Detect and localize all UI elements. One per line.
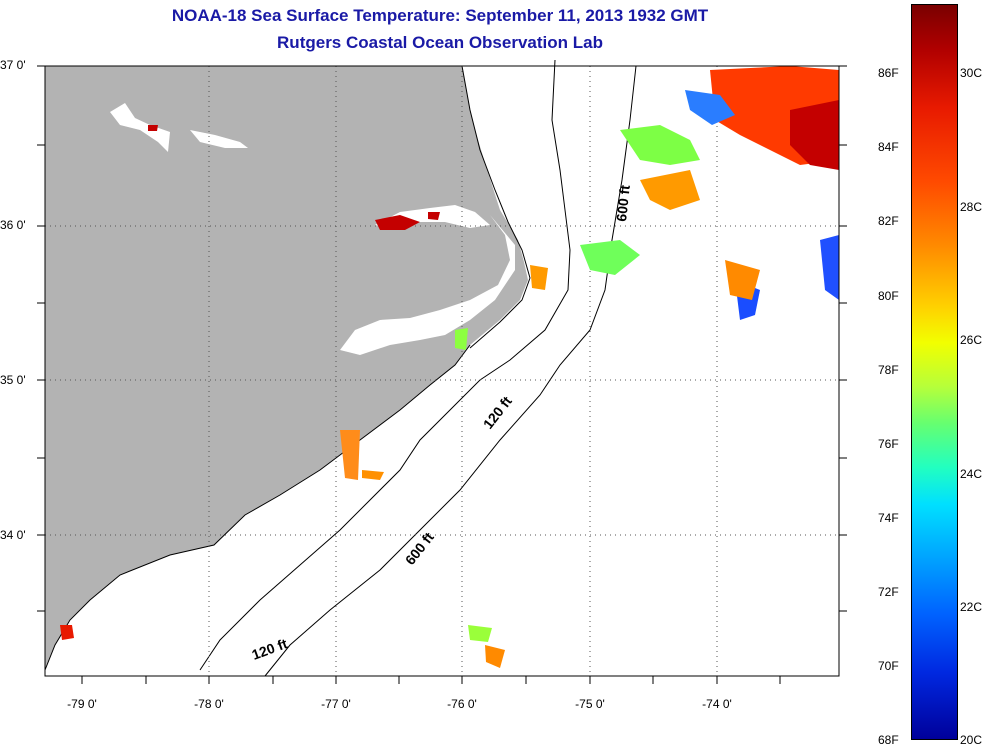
lon-label-74: -74 0' <box>702 697 732 711</box>
colorbar-label-86f: 86F <box>878 66 899 80</box>
ticks <box>37 65 847 684</box>
sst-patch-sw <box>60 625 74 640</box>
map-frame <box>44 65 840 677</box>
contour-label-600ft-north: 600 ft <box>613 184 633 222</box>
colorbar <box>911 4 958 740</box>
colorbar-label-24c: 24C <box>960 467 983 481</box>
sst-patch-green <box>620 125 700 165</box>
contour-600ft <box>264 65 637 677</box>
colorbar-label-84f: 84F <box>878 140 899 154</box>
sst-patch-sound-2 <box>428 212 440 220</box>
colorbar-label-80f: 80F <box>878 289 899 303</box>
sst-patch-nearshore-2 <box>362 470 384 480</box>
lat-label-35: 35 0' <box>0 373 26 387</box>
lat-label-34: 34 0' <box>0 528 26 542</box>
colorbar-label-20c: 20C <box>960 733 983 747</box>
colorbar-label-82f: 82F <box>878 214 899 228</box>
lon-label-77: -77 0' <box>321 697 351 711</box>
sst-patch-orange-2 <box>530 265 548 290</box>
lat-label-36: 36 0' <box>0 218 26 232</box>
inland-lake-2 <box>190 130 248 148</box>
sst-patch-east-blue <box>820 235 839 300</box>
sst-patch-lake <box>148 125 158 131</box>
colorbar-label-26c: 26C <box>960 333 983 347</box>
lon-label-79: -79 0' <box>67 697 97 711</box>
sst-patch-green-3 <box>455 328 468 350</box>
inland-lake <box>110 103 170 152</box>
pamlico-sound <box>340 215 515 355</box>
colorbar-label-72f: 72F <box>878 585 899 599</box>
coastline <box>44 344 471 671</box>
map-subtitle: Rutgers Coastal Ocean Observation Lab <box>277 33 603 52</box>
colorbar-label-68f: 68F <box>878 733 899 747</box>
sst-patch-sound <box>375 215 420 230</box>
lon-label-76: -76 0' <box>447 697 477 711</box>
colorbar-label-22c: 22C <box>960 600 983 614</box>
lon-label-78: -78 0' <box>194 697 224 711</box>
sst-patch-south <box>485 645 505 668</box>
sst-patch-ne-cool <box>685 90 735 125</box>
colorbar-label-74f: 74F <box>878 511 899 525</box>
colorbar-label-78f: 78F <box>878 363 899 377</box>
map-title: NOAA-18 Sea Surface Temperature: Septemb… <box>171 6 709 25</box>
sst-patch-south-green <box>468 625 492 642</box>
sst-patches <box>60 66 839 668</box>
sst-patch-nearshore <box>340 430 360 480</box>
lat-label-37: 37 0' <box>0 58 26 72</box>
contour-120ft-north <box>199 59 571 671</box>
sst-patch-ne-hot <box>790 100 839 170</box>
outer-banks-barrier <box>461 65 531 349</box>
sst-patch-east <box>725 260 760 300</box>
colorbar-label-30c: 30C <box>960 66 983 80</box>
sst-patch-orange <box>640 170 700 210</box>
grid <box>45 66 839 676</box>
lon-label-75: -75 0' <box>575 697 605 711</box>
colorbar-label-70f: 70F <box>878 659 899 673</box>
colorbar-label-76f: 76F <box>878 437 899 451</box>
colorbar-label-28c: 28C <box>960 200 983 214</box>
sst-patch-green-2 <box>580 240 640 275</box>
